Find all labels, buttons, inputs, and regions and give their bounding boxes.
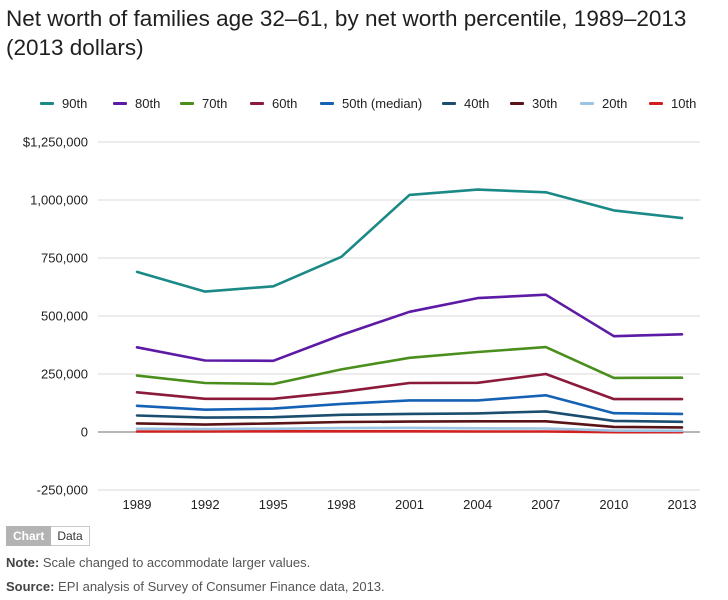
series-line xyxy=(135,345,684,386)
legend-item: 80th xyxy=(113,96,160,111)
note-prefix: Note: xyxy=(6,555,40,570)
legend-label: 10th xyxy=(671,96,697,111)
legend-swatch xyxy=(442,102,456,105)
legend-item: 20th xyxy=(580,96,627,111)
y-tick-label: 250,000 xyxy=(41,367,88,382)
tab-chart[interactable]: Chart xyxy=(6,526,52,546)
series-line xyxy=(135,419,684,429)
x-tick-label: 1998 xyxy=(327,497,356,512)
y-tick-label: $1,250,000 xyxy=(23,135,88,150)
legend-swatch xyxy=(580,102,594,105)
x-tick-label: 2010 xyxy=(599,497,628,512)
series-line xyxy=(135,429,684,434)
chart-note: Note: Scale changed to accommodate large… xyxy=(6,555,310,570)
series-line xyxy=(135,372,684,401)
x-tick-label: 2004 xyxy=(463,497,492,512)
legend-label: 90th xyxy=(62,96,88,111)
legend-label: 50th (median) xyxy=(342,96,423,111)
legend-item: 70th xyxy=(180,96,227,111)
legend-label: 40th xyxy=(464,96,490,111)
source-text: EPI analysis of Survey of Consumer Finan… xyxy=(54,579,385,594)
legend-label: 30th xyxy=(532,96,558,111)
tab-data[interactable]: Data xyxy=(51,526,90,546)
legend-label: 20th xyxy=(602,96,628,111)
x-tick-label: 1992 xyxy=(191,497,220,512)
legend-label: 60th xyxy=(272,96,298,111)
view-tabs: Chart Data xyxy=(6,526,90,546)
legend-swatch xyxy=(113,102,127,105)
series-line xyxy=(135,188,684,293)
legend-item: 30th xyxy=(510,96,557,111)
chart-legend: 90th 80th 70th 60th 50th (median) 40th 30th 20t… xyxy=(0,96,728,116)
series-line xyxy=(135,426,684,433)
y-tick-label: 0 xyxy=(81,425,88,440)
y-tick-label: -250,000 xyxy=(37,483,88,498)
legend-swatch xyxy=(250,102,264,105)
legend-item: 50th (median) xyxy=(320,96,422,111)
y-tick-label: 1,000,000 xyxy=(30,193,88,208)
legend-swatch xyxy=(510,102,524,105)
source-prefix: Source: xyxy=(6,579,55,594)
series-line xyxy=(135,410,684,424)
chart-source: Source: EPI analysis of Survey of Consum… xyxy=(6,579,385,594)
series-line xyxy=(135,293,684,363)
x-tick-label: 1995 xyxy=(259,497,288,512)
y-tick-label: 500,000 xyxy=(41,309,88,324)
y-tick-label: 750,000 xyxy=(41,251,88,266)
legend-swatch xyxy=(180,102,194,105)
legend-item: 10th xyxy=(649,96,696,111)
x-tick-label: 2007 xyxy=(531,497,560,512)
chart-title: Net worth of families age 32–61, by net … xyxy=(6,6,687,60)
x-tick-label: 1989 xyxy=(123,497,152,512)
legend-swatch xyxy=(40,102,54,105)
legend-label: 70th xyxy=(202,96,228,111)
legend-label: 80th xyxy=(135,96,161,111)
x-tick-label: 2013 xyxy=(668,497,697,512)
legend-item: 60th xyxy=(250,96,297,111)
legend-item: 90th xyxy=(40,96,87,111)
x-tick-label: 2001 xyxy=(395,497,424,512)
legend-swatch xyxy=(320,102,334,105)
series-line xyxy=(135,393,684,416)
legend-item: 40th xyxy=(442,96,489,111)
legend-swatch xyxy=(649,102,663,105)
note-text: Scale changed to accommodate larger valu… xyxy=(39,555,311,570)
